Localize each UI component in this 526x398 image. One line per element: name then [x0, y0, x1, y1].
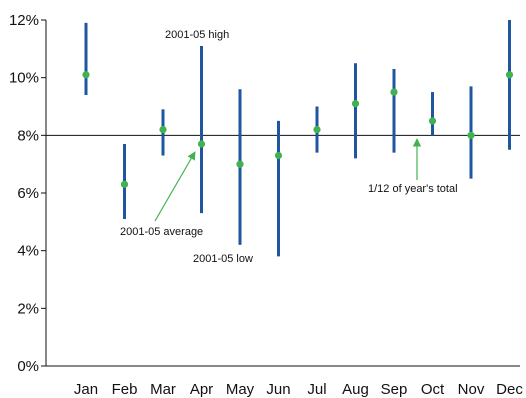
x-tick-label-jan: Jan: [74, 381, 98, 398]
y-axis: 0% 2% 4% 6% 8% 10% 12%: [9, 12, 47, 375]
average-dot-oct: [428, 117, 437, 125]
average-dot-sep: [390, 88, 398, 96]
x-tick-label-jun: Jun: [266, 381, 290, 398]
x-tick-label-feb: Feb: [112, 381, 138, 398]
x-tick-label-dec: Dec: [496, 381, 523, 398]
y-tick-label: 12%: [9, 12, 39, 29]
average-dot-nov: [467, 131, 475, 139]
annotation-average: 2001-05 average: [120, 226, 203, 238]
x-tick-label-aug: Aug: [342, 381, 369, 398]
average-dot-mar: [159, 125, 167, 134]
average-dot-aug: [351, 100, 360, 108]
average-dot-jul: [313, 125, 321, 134]
average-dot-jan: [82, 71, 90, 79]
y-tick-label: 8%: [17, 127, 39, 144]
x-tick-label-nov: Nov: [458, 381, 485, 398]
average-dot-feb: [120, 180, 129, 188]
x-axis: Jan Feb Mar Apr May Jun Jul Aug Sep Oct Nov Dec: [46, 365, 523, 398]
y-tick-label: 10%: [9, 70, 39, 87]
average-dot-may: [236, 160, 244, 168]
y-tick-label: 2%: [17, 300, 39, 317]
annotation-high: 2001-05 high: [165, 29, 229, 41]
average-dot-jun: [274, 151, 283, 160]
annotations: 2001-05 high 2001-05 average 2001-05 low 1/…: [120, 29, 458, 265]
average-dot-dec: [505, 71, 514, 79]
average-dots: [82, 71, 514, 188]
annotation-reference: 1/12 of year's total: [368, 183, 458, 195]
x-tick-label-oct: Oct: [421, 381, 445, 398]
y-tick-label: 0%: [17, 358, 39, 375]
arrow-average: [154, 151, 196, 222]
x-tick-label-jul: Jul: [307, 381, 326, 398]
y-tick-label: 4%: [17, 243, 39, 260]
y-tick-label: 6%: [17, 185, 39, 202]
annotation-low: 2001-05 low: [193, 253, 253, 265]
x-tick-label-may: May: [226, 381, 255, 398]
range-bars: [84, 20, 511, 257]
x-tick-label-mar: Mar: [150, 381, 176, 398]
x-tick-label-sep: Sep: [381, 381, 408, 398]
x-tick-label-apr: Apr: [190, 381, 213, 398]
average-dot-apr: [197, 140, 206, 148]
